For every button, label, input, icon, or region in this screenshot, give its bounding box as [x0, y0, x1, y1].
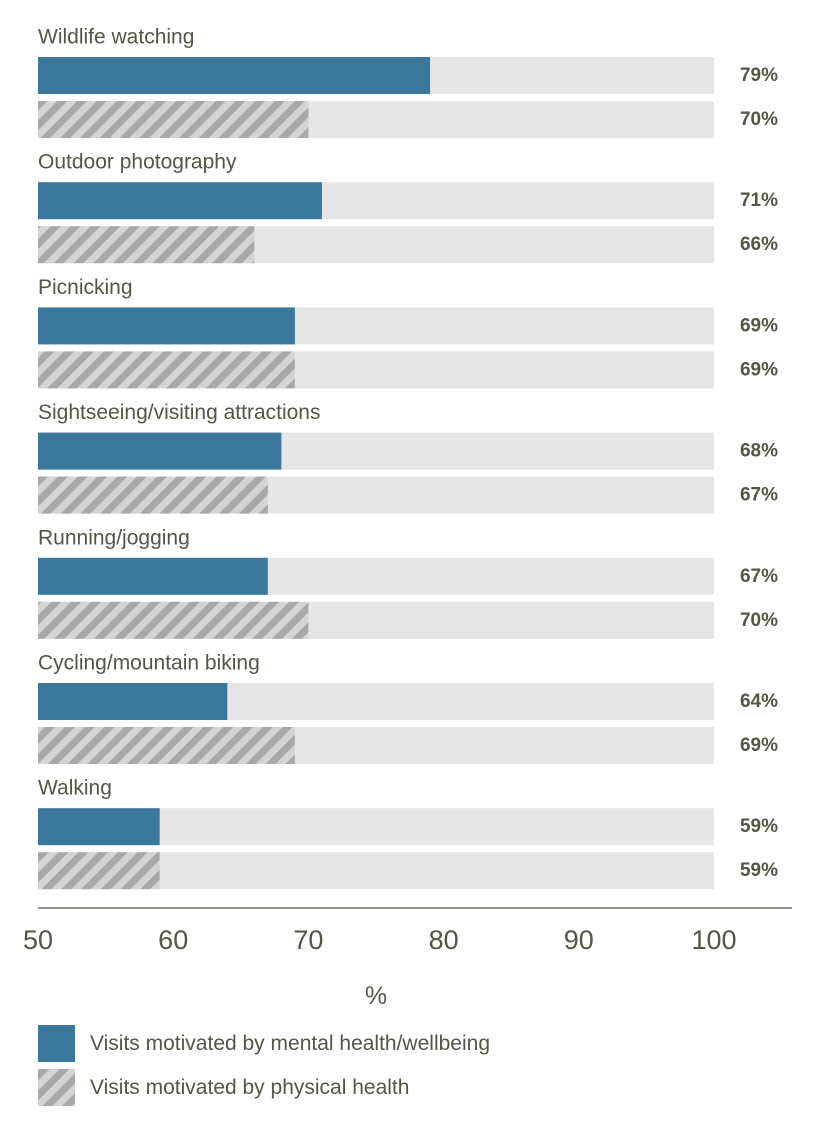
value-label: 70%: [740, 109, 778, 130]
bar-physical-health: [38, 727, 295, 764]
bar-physical-health: [38, 476, 268, 514]
value-label: 79%: [740, 65, 778, 86]
category-label: Picnicking: [38, 276, 133, 299]
x-tick-label: 80: [429, 925, 459, 955]
category-group: Outdoor photography 71% 66%: [38, 151, 778, 264]
category-label: Cycling/mountain biking: [38, 652, 260, 675]
category-group: Walking 59% 59%: [38, 777, 778, 890]
value-label: 59%: [740, 816, 778, 837]
bar-physical-health: [38, 101, 309, 138]
bar-mental-health: [38, 57, 431, 94]
x-axis-title: %: [365, 982, 387, 1010]
bar-mental-health: [38, 557, 268, 595]
legend-label: Visits motivated by physical health: [90, 1076, 409, 1099]
value-label: 67%: [740, 566, 778, 587]
value-label: 67%: [740, 485, 778, 506]
x-axis: 50 60 70 80 90 100%: [23, 907, 792, 1010]
category-group: Wildlife watching 79% 70%: [38, 26, 778, 138]
bar-physical-health: [38, 351, 295, 389]
x-tick-label: 70: [293, 925, 323, 955]
category-group: Picnicking 69% 69%: [38, 276, 778, 389]
legend-label: Visits motivated by mental health/wellbe…: [90, 1032, 490, 1055]
category-group: Running/jogging 67% 70%: [38, 526, 778, 639]
legend-swatch-mental-health: [38, 1025, 75, 1062]
bar-mental-health: [38, 432, 282, 470]
category-label: Walking: [38, 777, 112, 800]
category-label: Sightseeing/visiting attractions: [38, 401, 321, 424]
x-tick-label: 90: [564, 925, 594, 955]
x-tick-label: 50: [23, 925, 53, 955]
category-group: Sightseeing/visiting attractions 68% 67%: [38, 401, 778, 514]
value-label: 66%: [740, 234, 778, 255]
value-label: 64%: [740, 691, 778, 712]
value-label: 70%: [740, 610, 778, 631]
legend-swatch-physical-health: [38, 1069, 75, 1106]
bar-mental-health: [38, 182, 322, 220]
legend: Visits motivated by mental health/wellbe…: [38, 1025, 490, 1106]
x-tick-label: 60: [158, 925, 188, 955]
value-label: 69%: [740, 315, 778, 336]
value-label: 71%: [740, 190, 778, 211]
x-tick-label: 100: [691, 925, 736, 955]
bar-physical-health: [38, 852, 160, 890]
value-label: 69%: [740, 359, 778, 380]
category-label: Wildlife watching: [38, 26, 194, 49]
value-label: 59%: [740, 860, 778, 881]
category-label: Running/jogging: [38, 526, 190, 549]
bars-layer: Wildlife watching 79% 70% Outdoor photograp…: [38, 26, 778, 890]
value-label: 68%: [740, 441, 778, 462]
bar-physical-health: [38, 226, 255, 264]
bar-mental-health: [38, 307, 295, 345]
category-label: Outdoor photography: [38, 151, 237, 174]
bar-mental-health: [38, 683, 228, 720]
category-group: Cycling/mountain biking 64% 69%: [38, 652, 778, 764]
value-label: 69%: [740, 735, 778, 756]
bar-mental-health: [38, 808, 160, 846]
bar-physical-health: [38, 601, 309, 639]
